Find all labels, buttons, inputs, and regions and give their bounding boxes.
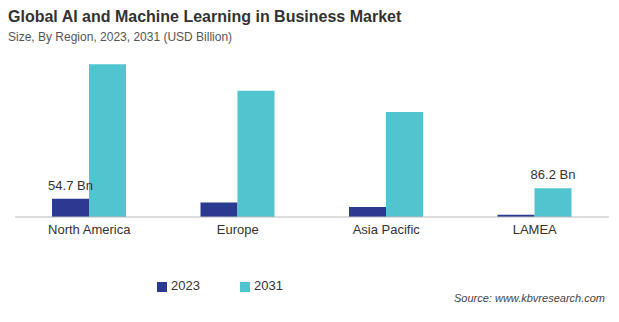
svg-text:54.7 Bn: 54.7 Bn (48, 178, 93, 193)
svg-text:LAMEA: LAMEA (513, 222, 557, 237)
html-text:Global AI and Machine Learning: Global AI and Machine Learning in Busine… (8, 8, 402, 25)
svg-text:Asia Pacific: Asia Pacific (353, 222, 421, 237)
html-text:Size, By Region, 2023, 2031 (U: Size, By Region, 2023, 2031 (USD Billion… (8, 30, 233, 44)
html-text:Source: www.kbvresearch.com: Source: www.kbvresearch.com (454, 292, 605, 304)
svg-text:North America: North America (48, 222, 131, 237)
svg-text:86.2 Bn: 86.2 Bn (531, 167, 576, 182)
html-text:2023: 2023 (171, 278, 200, 293)
html-text:2031: 2031 (254, 278, 283, 293)
svg-text:Europe: Europe (217, 222, 259, 237)
